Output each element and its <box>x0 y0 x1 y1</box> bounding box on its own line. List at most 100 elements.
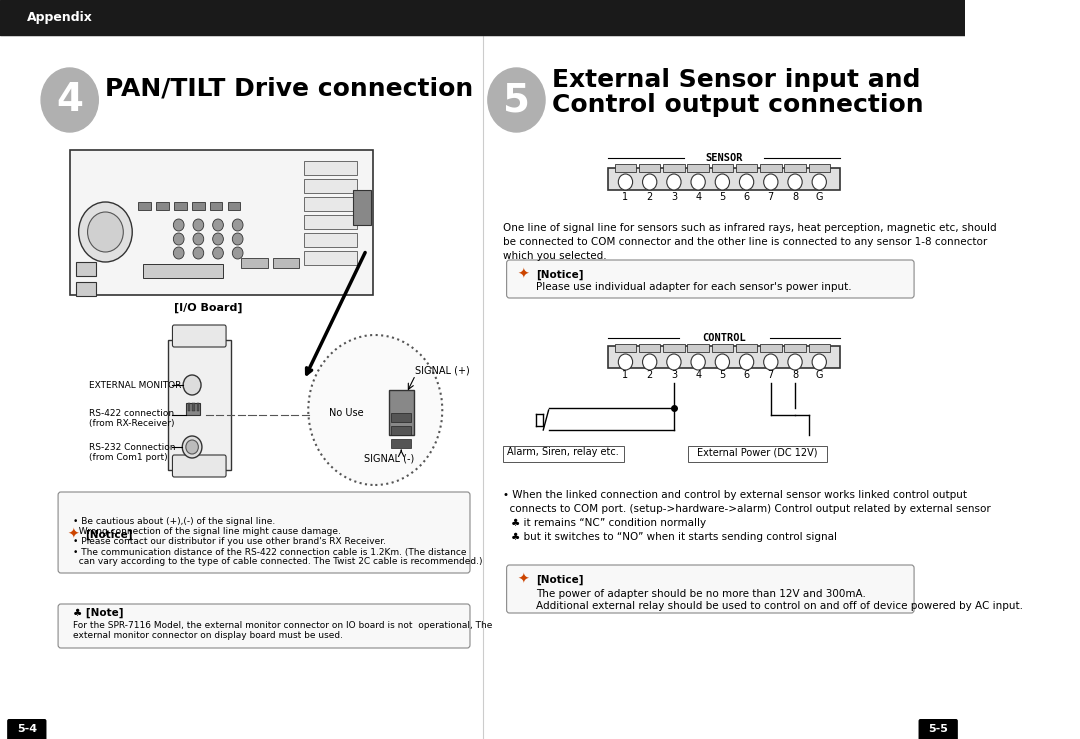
Bar <box>303 251 357 265</box>
Text: • When the linked connection and control by external sensor works linked control: • When the linked connection and control… <box>503 490 967 500</box>
Bar <box>272 258 299 268</box>
Circle shape <box>183 436 202 458</box>
Bar <box>228 202 241 210</box>
Bar <box>608 168 840 190</box>
Text: SENSOR: SENSOR <box>705 153 743 163</box>
FancyBboxPatch shape <box>507 260 914 298</box>
Text: 2: 2 <box>647 192 652 202</box>
FancyBboxPatch shape <box>173 325 226 347</box>
Circle shape <box>666 174 681 190</box>
Text: (from Com1 port): (from Com1 port) <box>90 452 168 461</box>
Circle shape <box>213 247 224 259</box>
Text: • Please contact our distributor if you use other brand's RX Receiver.: • Please contact our distributor if you … <box>73 537 387 547</box>
Text: 5-4: 5-4 <box>17 724 37 734</box>
Text: be connected to COM connector and the other line is connected to any sensor 1-8 : be connected to COM connector and the ot… <box>503 237 987 247</box>
Bar <box>303 197 357 211</box>
Text: (from RX-Receiver): (from RX-Receiver) <box>90 418 175 427</box>
Bar <box>353 190 370 225</box>
Bar <box>639 344 660 352</box>
Circle shape <box>812 354 826 370</box>
Text: Please use individual adapter for each sensor's power input.: Please use individual adapter for each s… <box>536 282 852 292</box>
Text: [I/O Board]: [I/O Board] <box>174 303 242 313</box>
Bar <box>303 179 357 193</box>
Bar <box>303 161 357 175</box>
Text: External Power (DC 12V): External Power (DC 12V) <box>697 447 818 457</box>
Text: 4: 4 <box>696 370 701 380</box>
Bar <box>615 344 636 352</box>
Text: [Notice]: [Notice] <box>536 575 583 585</box>
Bar <box>174 202 187 210</box>
Circle shape <box>87 212 123 252</box>
Bar <box>712 344 733 352</box>
Circle shape <box>619 174 633 190</box>
Bar <box>76 262 96 276</box>
Text: connects to COM port. (setup->hardware->alarm) Control output related by externa: connects to COM port. (setup->hardware->… <box>503 504 990 514</box>
Bar <box>391 426 411 435</box>
Bar <box>784 344 806 352</box>
Bar <box>615 164 636 172</box>
Circle shape <box>740 174 754 190</box>
Circle shape <box>193 219 204 231</box>
Circle shape <box>788 174 802 190</box>
Bar <box>735 164 757 172</box>
FancyBboxPatch shape <box>507 565 914 613</box>
Text: [Notice]: [Notice] <box>85 530 133 540</box>
Text: 7: 7 <box>768 370 774 380</box>
Circle shape <box>232 247 243 259</box>
Text: Alarm, Siren, relay etc.: Alarm, Siren, relay etc. <box>507 447 619 457</box>
Text: 3: 3 <box>671 370 677 380</box>
Bar <box>389 390 414 435</box>
Text: 5: 5 <box>503 81 530 119</box>
Bar <box>157 202 168 210</box>
Bar <box>192 202 204 210</box>
Bar <box>197 403 199 411</box>
Text: Additional external relay should be used to control on and off of device powered: Additional external relay should be used… <box>536 601 1023 611</box>
Text: Appendix: Appendix <box>27 10 93 24</box>
Bar <box>663 344 685 352</box>
Bar <box>138 202 151 210</box>
Text: 8: 8 <box>792 192 798 202</box>
Bar <box>391 413 411 422</box>
Bar <box>688 446 826 462</box>
Text: External Sensor input and: External Sensor input and <box>552 68 920 92</box>
FancyBboxPatch shape <box>8 719 46 739</box>
Circle shape <box>643 174 657 190</box>
Bar <box>735 344 757 352</box>
Text: The power of adapter should be no more than 12V and 300mA.: The power of adapter should be no more t… <box>536 589 866 599</box>
Text: 8: 8 <box>792 370 798 380</box>
Text: ♣ but it switches to “NO” when it starts sending control signal: ♣ but it switches to “NO” when it starts… <box>511 532 837 542</box>
Bar <box>391 439 411 448</box>
Bar <box>188 403 190 411</box>
Text: [Notice]: [Notice] <box>536 270 583 280</box>
FancyBboxPatch shape <box>173 455 226 477</box>
Text: 2: 2 <box>647 370 652 380</box>
Text: 3: 3 <box>671 192 677 202</box>
Bar <box>760 164 782 172</box>
Text: Control output connection: Control output connection <box>552 93 923 117</box>
Text: 1: 1 <box>622 370 629 380</box>
Bar <box>186 403 200 415</box>
Circle shape <box>764 354 778 370</box>
Bar <box>687 164 708 172</box>
Bar <box>143 264 224 278</box>
Circle shape <box>788 354 802 370</box>
Circle shape <box>41 68 98 132</box>
Bar <box>784 164 806 172</box>
Text: 4: 4 <box>56 81 83 119</box>
Bar <box>303 233 357 247</box>
Text: 5-5: 5-5 <box>928 724 948 734</box>
Circle shape <box>184 375 201 395</box>
Circle shape <box>619 354 633 370</box>
Text: 7: 7 <box>768 192 774 202</box>
Text: ♣ it remains “NC” condition normally: ♣ it remains “NC” condition normally <box>511 518 706 528</box>
Text: • Be cautious about (+),(-) of the signal line.: • Be cautious about (+),(-) of the signa… <box>73 517 275 526</box>
Bar <box>639 164 660 172</box>
FancyBboxPatch shape <box>58 492 470 573</box>
Circle shape <box>812 174 826 190</box>
Circle shape <box>193 247 204 259</box>
Text: Wrong connection of the signal line might cause damage.: Wrong connection of the signal line migh… <box>73 528 341 537</box>
Bar <box>0 0 966 35</box>
Text: 1: 1 <box>622 192 629 202</box>
Circle shape <box>174 247 184 259</box>
Circle shape <box>308 335 443 485</box>
